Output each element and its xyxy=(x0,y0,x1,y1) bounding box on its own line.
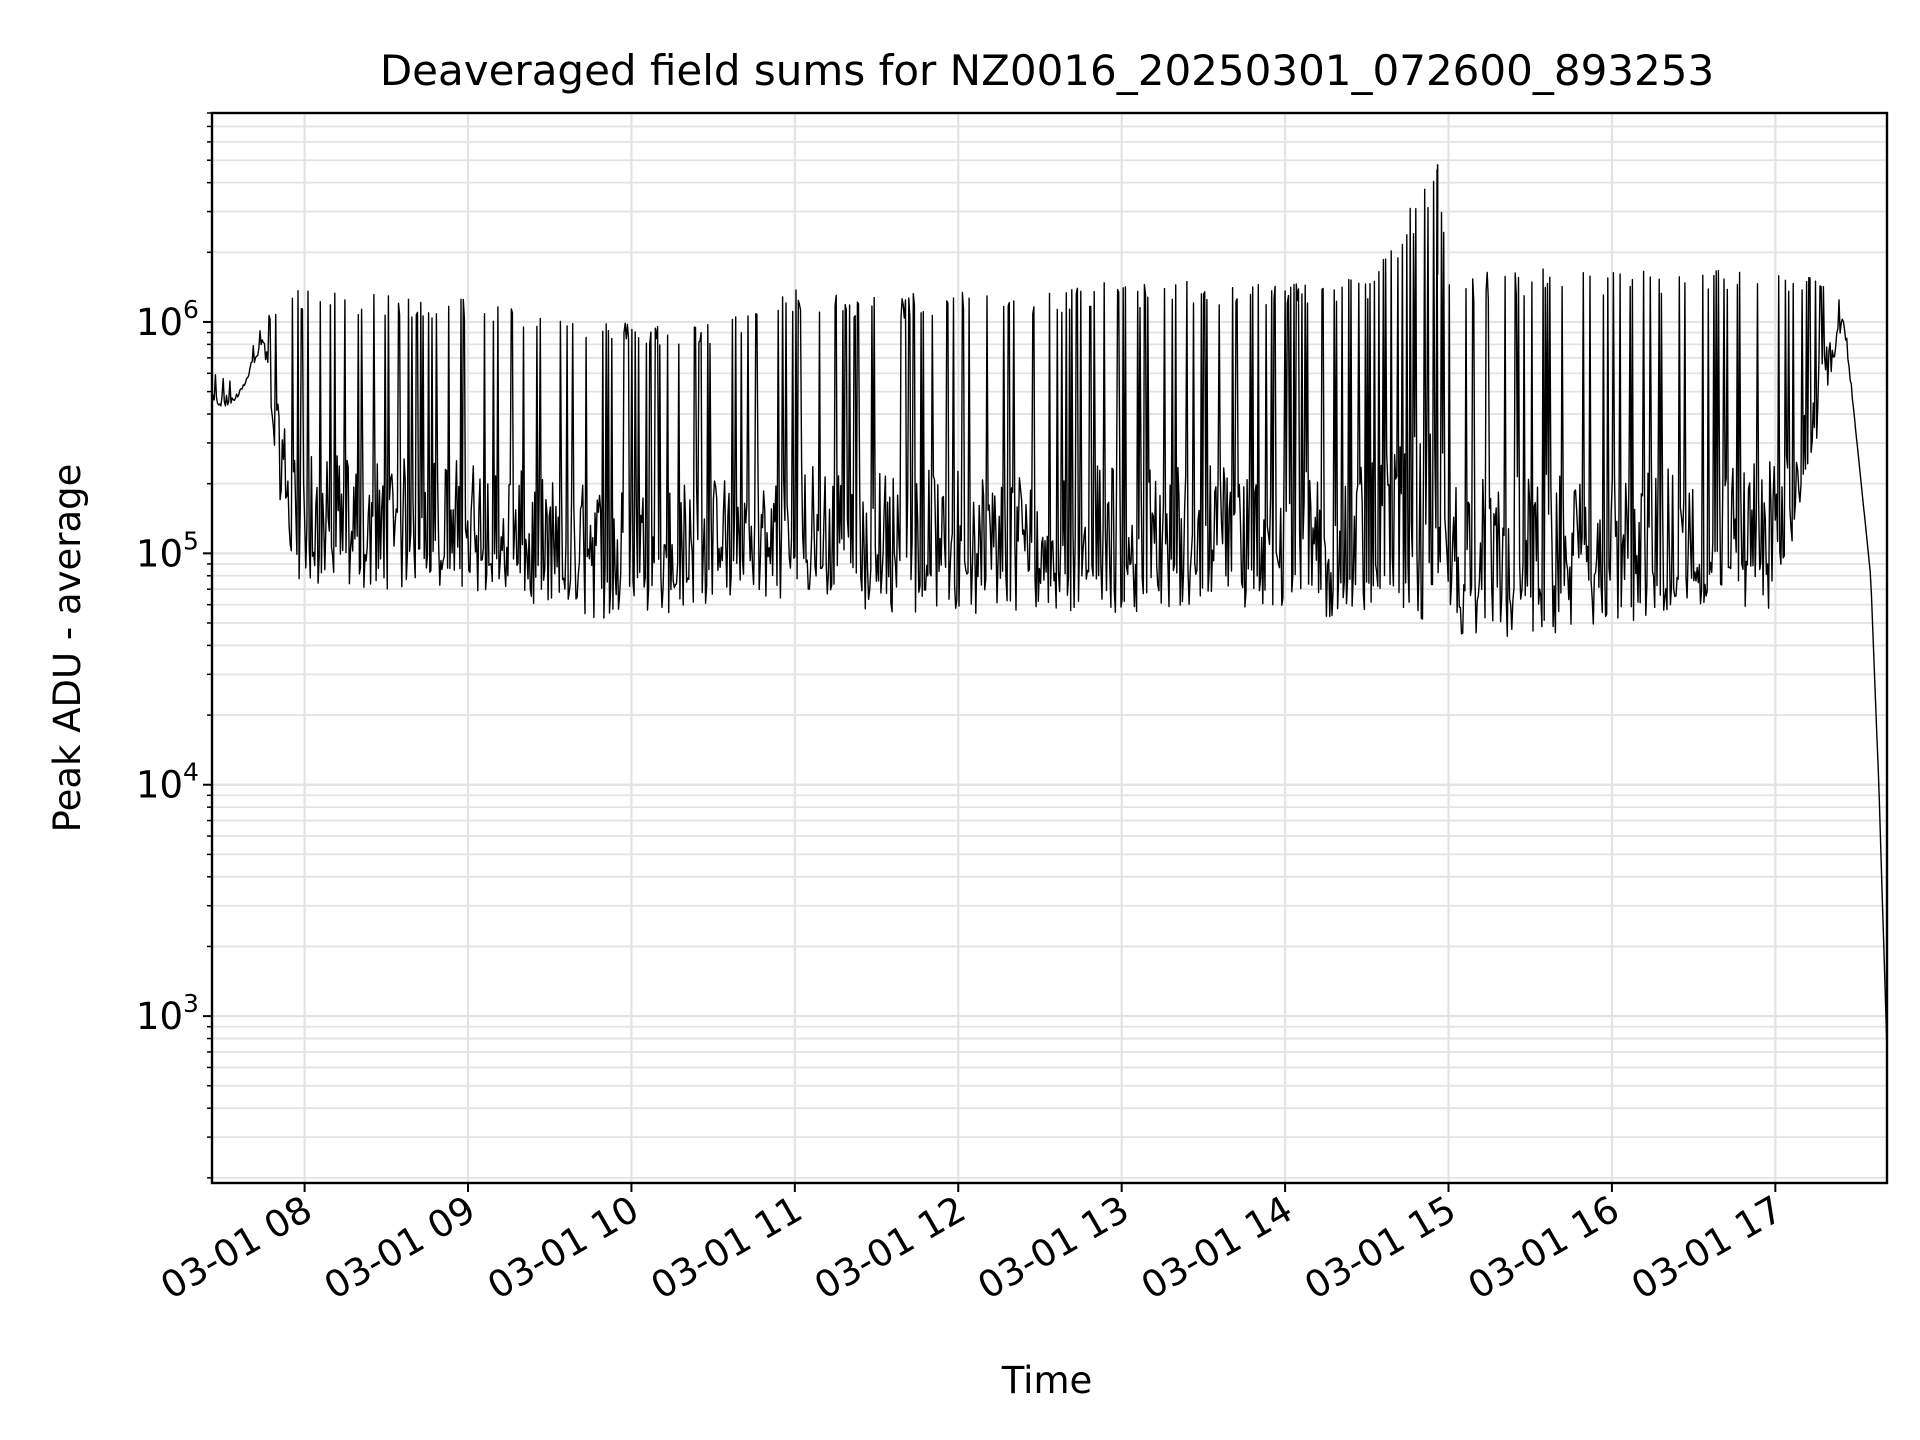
series-path xyxy=(211,169,1888,1053)
x-tick-label: 03-01 10 xyxy=(480,1188,646,1308)
x-tick-label: 03-01 17 xyxy=(1624,1188,1790,1308)
y-tick-exponent: 5 xyxy=(183,526,199,555)
x-tick-label: 03-01 13 xyxy=(971,1188,1137,1308)
x-tick-label: 03-01 12 xyxy=(807,1188,973,1308)
series-line xyxy=(211,164,1888,1053)
grid xyxy=(212,112,1887,1183)
y-axis-label: Peak ADU - average xyxy=(46,464,89,833)
x-axis-label: Time xyxy=(1001,1359,1093,1402)
y-tick-exponent: 4 xyxy=(183,758,199,787)
chart-title: Deaveraged field sums for NZ0016_2025030… xyxy=(380,46,1714,95)
x-tick-label: 03-01 08 xyxy=(154,1188,320,1308)
plot-frame xyxy=(210,111,1889,1185)
x-tick-label: 03-01 11 xyxy=(644,1188,810,1308)
y-tick-label: 10 xyxy=(136,301,183,344)
y-tick-label: 10 xyxy=(136,995,183,1038)
y-tick-exponent: 6 xyxy=(183,295,199,324)
x-tick-label: 03-01 09 xyxy=(317,1188,483,1308)
y-tick-label: 10 xyxy=(136,764,183,807)
x-tick-label: 03-01 15 xyxy=(1297,1188,1463,1308)
x-tick-label: 03-01 14 xyxy=(1134,1188,1300,1308)
x-tick-label: 03-01 16 xyxy=(1461,1188,1627,1308)
y-tick-label: 10 xyxy=(136,532,183,575)
y-tick-exponent: 3 xyxy=(183,989,199,1018)
